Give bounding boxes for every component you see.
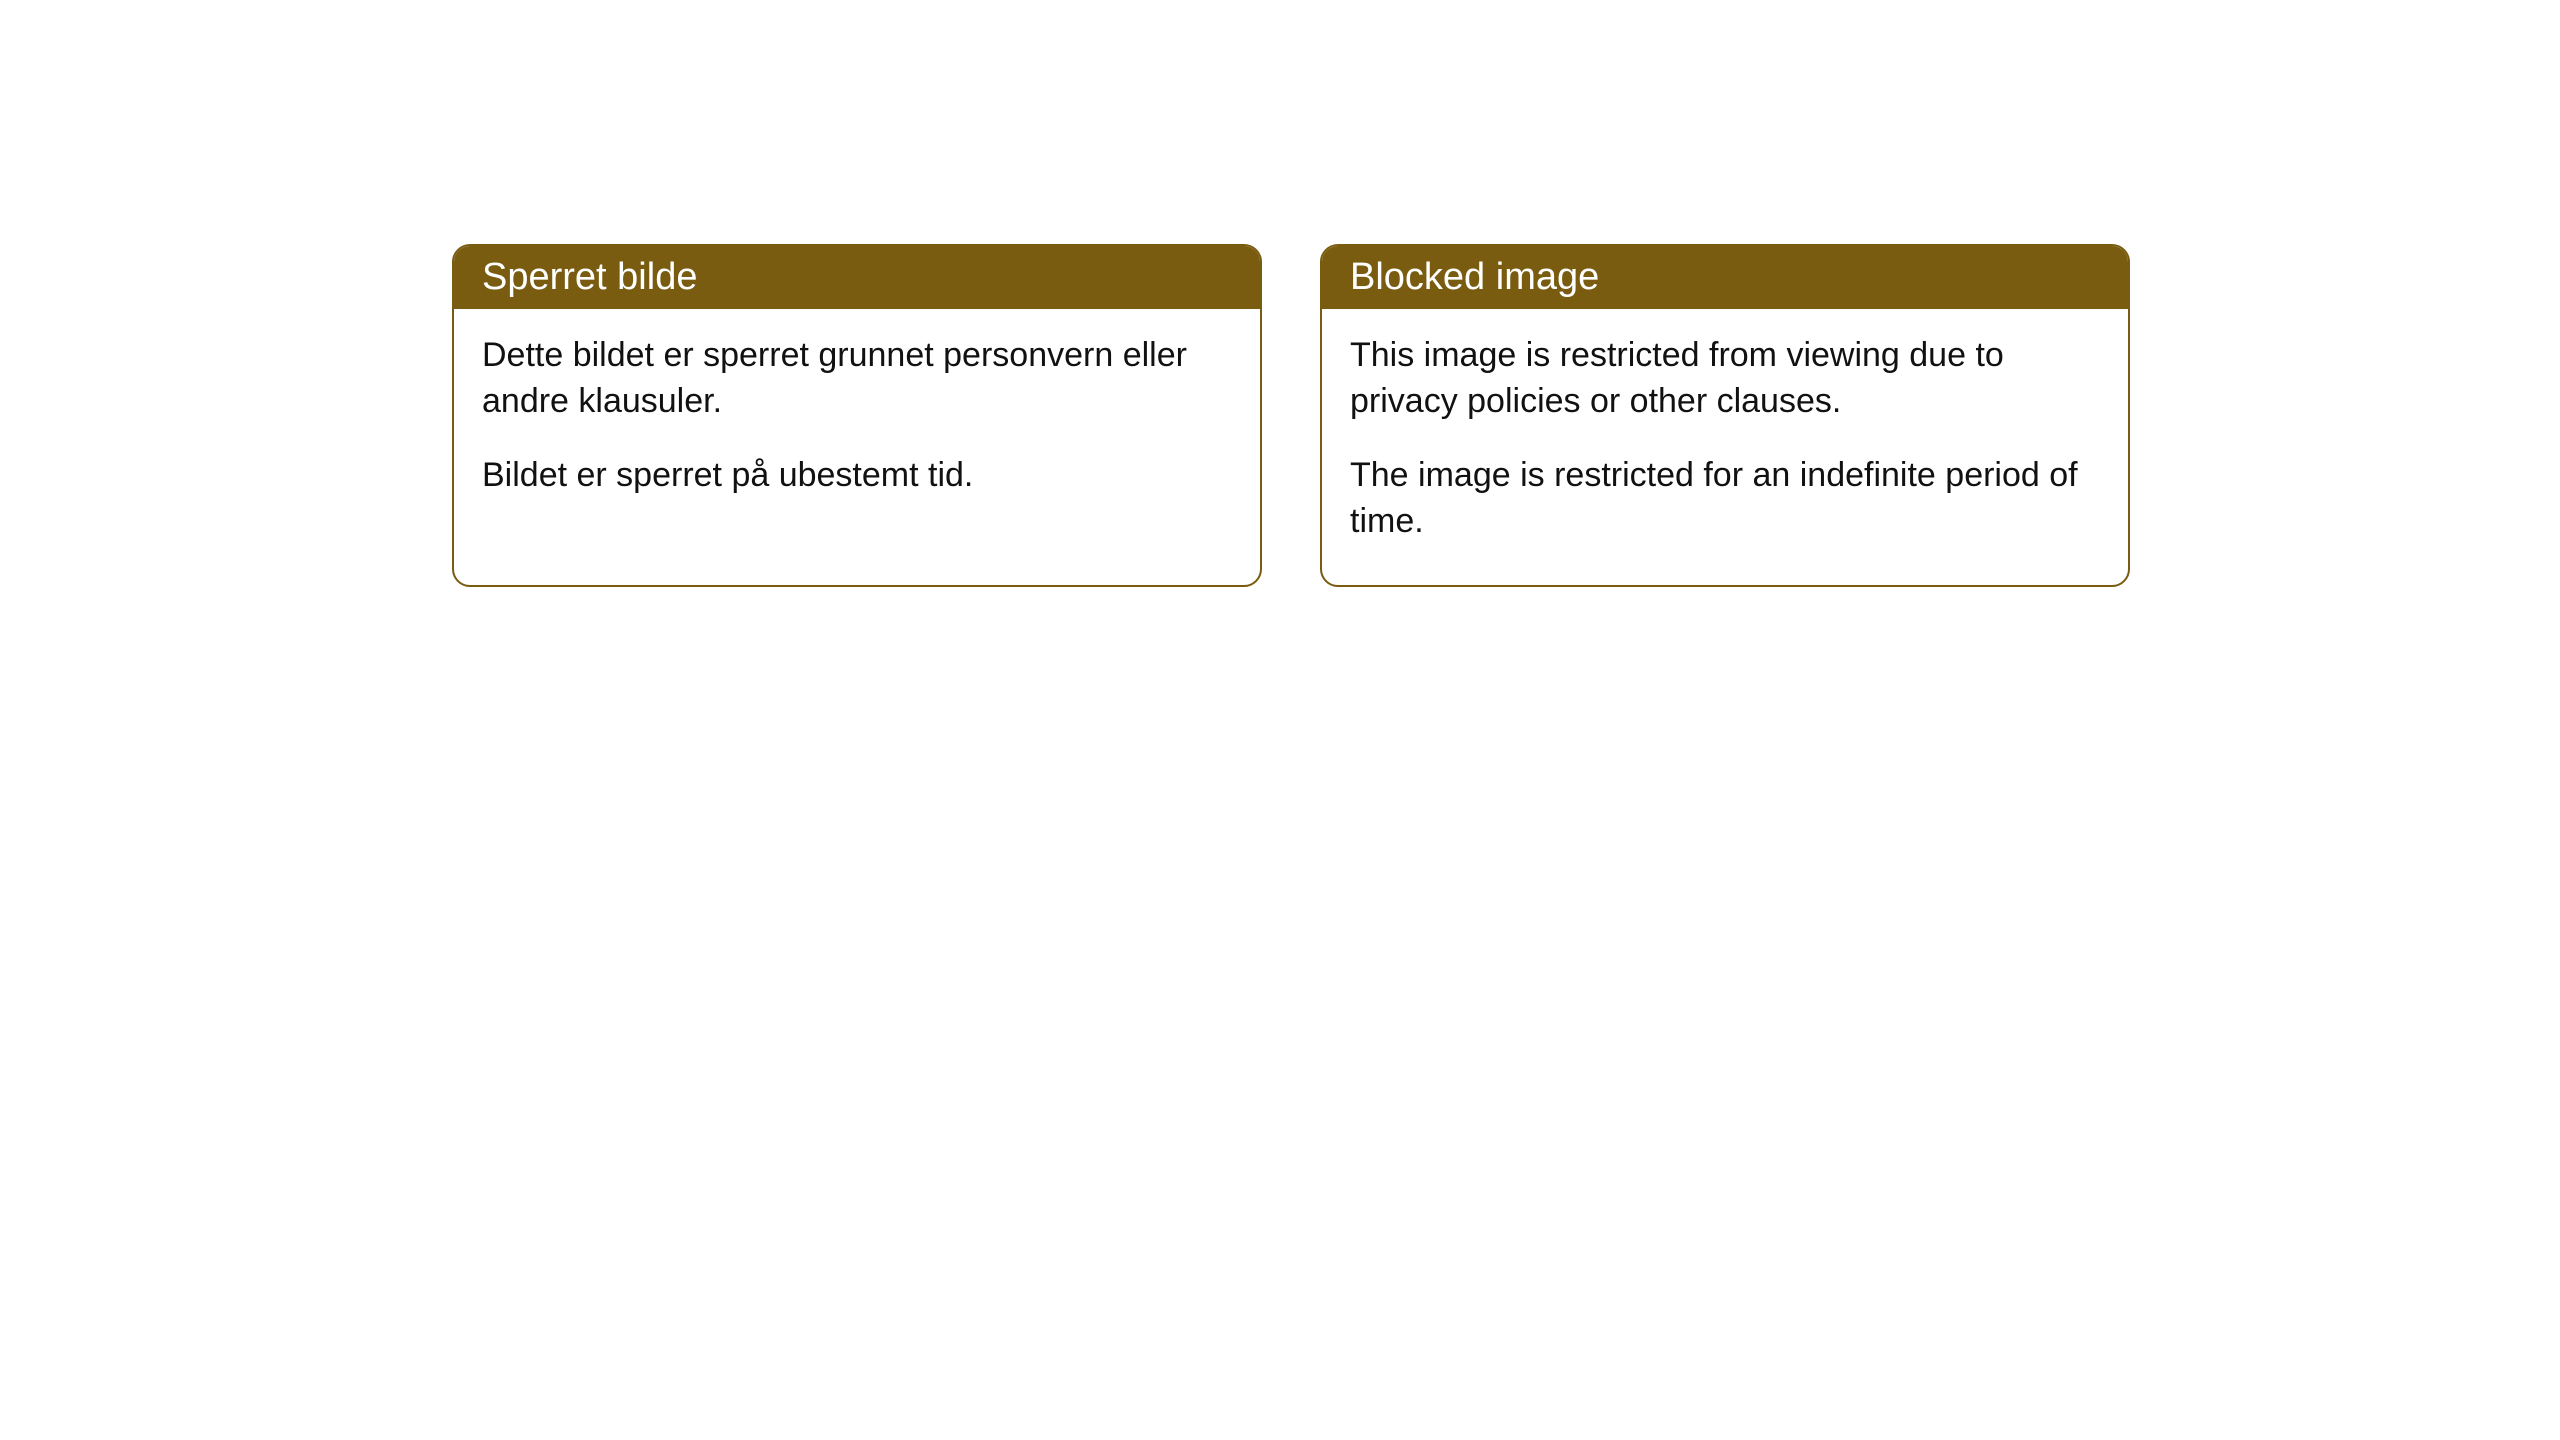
card-paragraph-1: Dette bildet er sperret grunnet personve… [482, 333, 1232, 425]
notice-cards-container: Sperret bilde Dette bildet er sperret gr… [452, 244, 2130, 587]
notice-card-english: Blocked image This image is restricted f… [1320, 244, 2130, 587]
card-paragraph-1: This image is restricted from viewing du… [1350, 333, 2100, 425]
card-title: Sperret bilde [482, 256, 697, 298]
card-body: This image is restricted from viewing du… [1322, 309, 2128, 585]
card-paragraph-2: The image is restricted for an indefinit… [1350, 453, 2100, 545]
card-header: Blocked image [1322, 246, 2128, 309]
card-paragraph-2: Bildet er sperret på ubestemt tid. [482, 453, 1232, 499]
notice-card-norwegian: Sperret bilde Dette bildet er sperret gr… [452, 244, 1262, 587]
card-header: Sperret bilde [454, 246, 1260, 309]
card-body: Dette bildet er sperret grunnet personve… [454, 309, 1260, 539]
card-title: Blocked image [1350, 256, 1599, 298]
